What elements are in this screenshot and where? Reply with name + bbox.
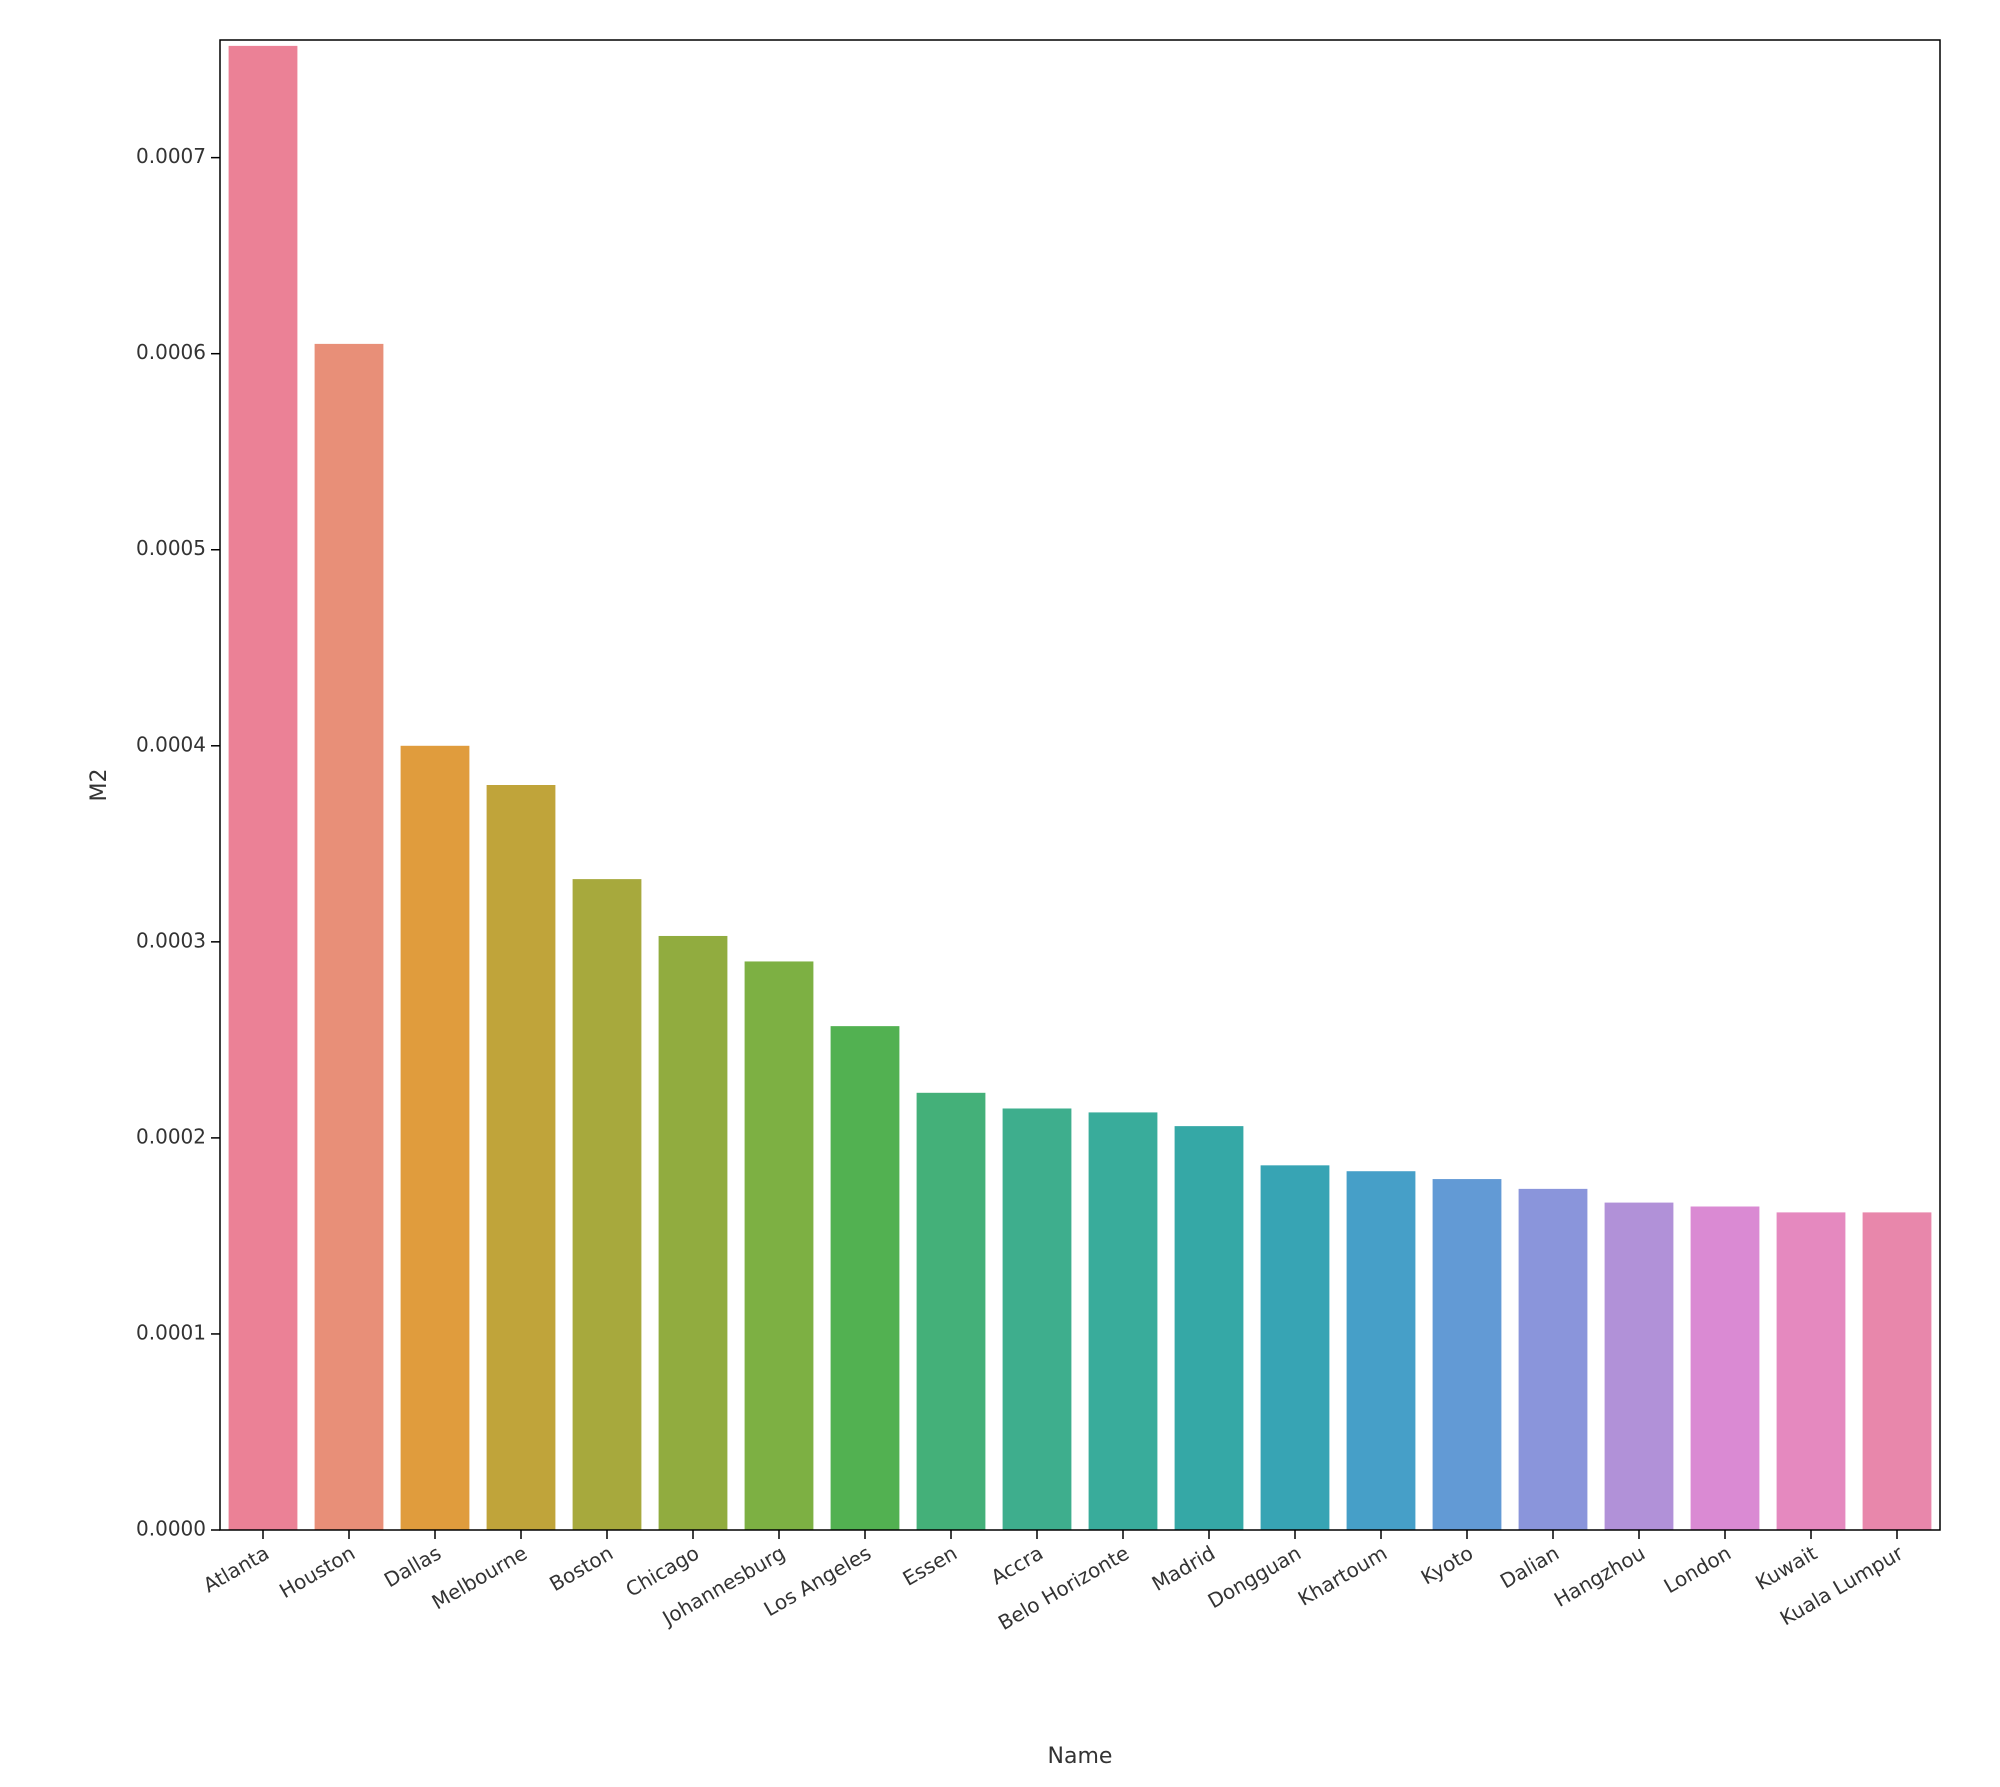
bar (1175, 1126, 1244, 1530)
x-axis-label: Name (1048, 1744, 1113, 1769)
bar (745, 961, 814, 1530)
bar (1347, 1171, 1416, 1530)
y-tick-label: 0.0004 (136, 732, 206, 756)
bar (1691, 1207, 1760, 1530)
y-tick-label: 0.0000 (136, 1517, 206, 1541)
bar (1777, 1212, 1846, 1530)
bar (1605, 1203, 1674, 1530)
bar (229, 46, 298, 1530)
bar (1003, 1108, 1072, 1530)
bar (1089, 1112, 1158, 1530)
bar (401, 746, 470, 1530)
y-tick-label: 0.0001 (136, 1320, 206, 1344)
bar (831, 1026, 900, 1530)
bar (917, 1093, 986, 1530)
bar (1261, 1165, 1330, 1530)
bar (315, 344, 384, 1530)
bar (1519, 1189, 1588, 1530)
bar (573, 879, 642, 1530)
bar (487, 785, 556, 1530)
chart-container: 0.0000 0.0001 0.0002 0.0003 0.0004 0.0005 0.00… (0, 0, 2000, 1787)
y-axis-label: M2 (87, 769, 112, 802)
y-tick-label: 0.0007 (136, 144, 206, 168)
y-tick-label: 0.0006 (136, 340, 206, 364)
y-tick-label: 0.0005 (136, 536, 206, 560)
bar-chart-svg: 0.0000 0.0001 0.0002 0.0003 0.0004 0.0005 0.00… (0, 0, 2000, 1787)
bar (1863, 1212, 1932, 1530)
bar (1433, 1179, 1502, 1530)
y-tick-label: 0.0003 (136, 928, 206, 952)
bar (659, 936, 728, 1530)
y-tick-label: 0.0002 (136, 1124, 206, 1148)
